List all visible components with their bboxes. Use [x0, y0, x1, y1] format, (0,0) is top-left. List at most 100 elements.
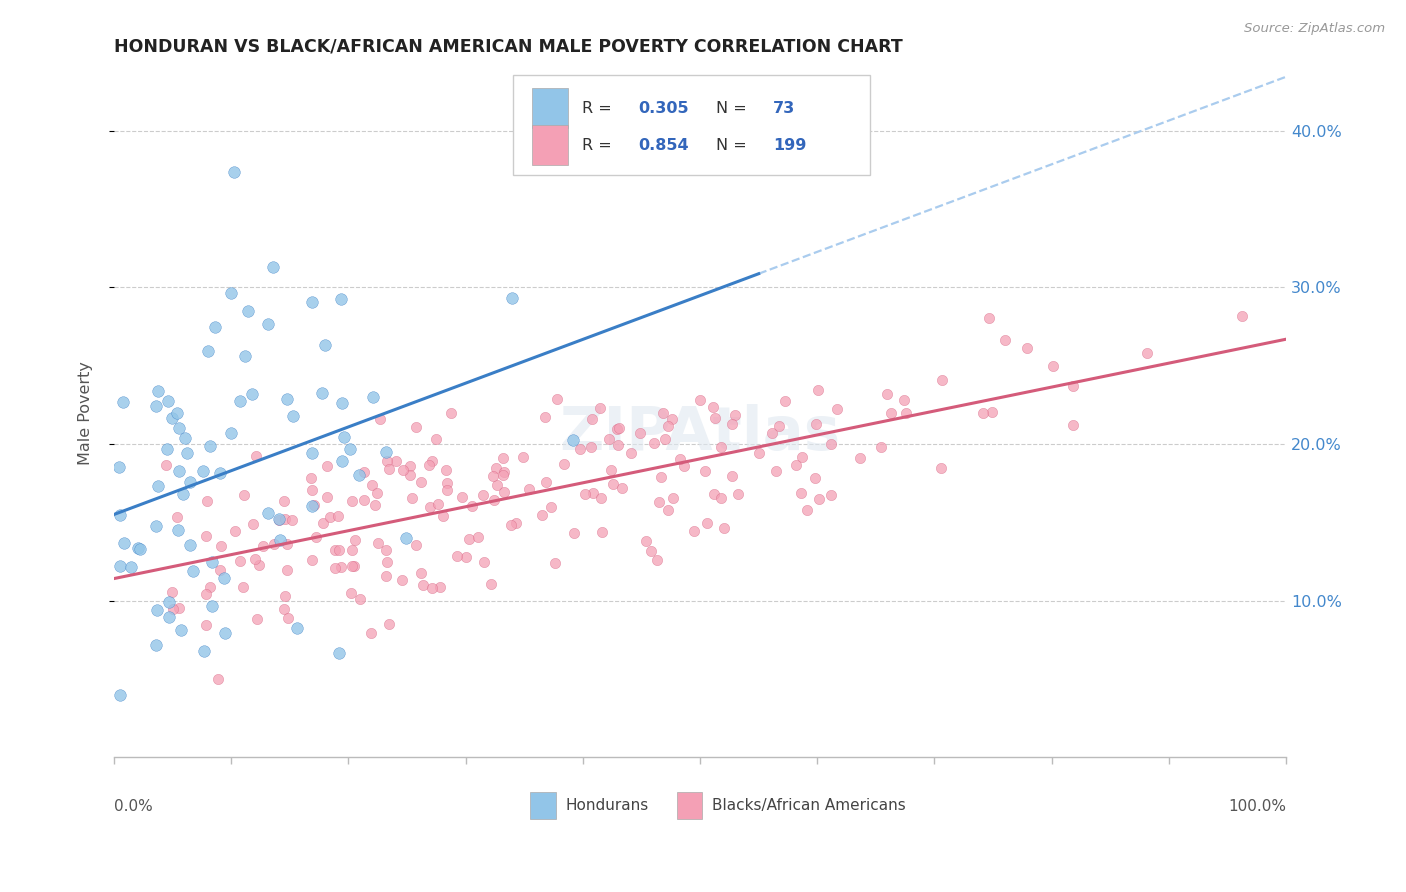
Point	[657, 503, 679, 517]
Point	[796, 503, 818, 517]
Point	[146, 384, 169, 398]
Point	[512, 450, 534, 465]
Point	[242, 517, 264, 532]
Point	[792, 450, 814, 464]
Point	[166, 510, 188, 524]
Point	[201, 599, 224, 614]
Point	[650, 470, 672, 484]
Point	[607, 421, 630, 435]
Point	[482, 469, 505, 483]
Point	[328, 646, 350, 660]
Point	[395, 531, 418, 545]
Point	[411, 475, 433, 489]
Point	[204, 319, 226, 334]
Point	[693, 464, 716, 478]
Point	[534, 409, 557, 424]
Point	[233, 488, 256, 502]
Point	[179, 538, 201, 552]
Point	[195, 529, 218, 543]
Text: 0.305: 0.305	[638, 101, 689, 116]
Point	[349, 592, 371, 607]
Point	[880, 406, 903, 420]
Point	[129, 541, 152, 556]
Point	[157, 394, 180, 409]
Point	[773, 393, 796, 408]
Point	[229, 554, 252, 568]
Point	[219, 286, 242, 301]
Point	[339, 586, 361, 600]
Point	[166, 406, 188, 420]
Point	[377, 617, 399, 632]
Point	[330, 560, 353, 574]
Point	[281, 409, 304, 423]
Point	[1230, 310, 1253, 324]
Point	[492, 467, 515, 482]
Point	[461, 500, 484, 514]
Point	[436, 483, 458, 497]
Point	[301, 471, 323, 485]
Point	[343, 559, 366, 574]
Point	[193, 644, 215, 658]
Point	[301, 446, 323, 460]
Point	[315, 490, 337, 504]
Point	[375, 542, 398, 557]
Point	[273, 512, 295, 526]
Point	[450, 490, 472, 504]
Point	[252, 540, 274, 554]
Point	[198, 439, 221, 453]
Point	[748, 446, 770, 460]
Point	[328, 543, 350, 558]
Point	[628, 425, 651, 440]
Point	[145, 638, 167, 652]
Point	[384, 454, 406, 468]
Point	[724, 408, 747, 422]
Point	[661, 412, 683, 426]
Point	[197, 344, 219, 359]
Point	[703, 487, 725, 501]
Text: Source: ZipAtlas.com: Source: ZipAtlas.com	[1244, 22, 1385, 36]
Point	[994, 333, 1017, 347]
Point	[353, 492, 375, 507]
Point	[405, 538, 427, 552]
Point	[591, 491, 613, 505]
Point	[208, 466, 231, 480]
Point	[492, 465, 515, 479]
Point	[720, 417, 742, 431]
Point	[702, 400, 724, 414]
Text: Blacks/African Americans: Blacks/African Americans	[711, 798, 905, 813]
Point	[269, 533, 291, 547]
Point	[231, 580, 253, 594]
Point	[377, 462, 399, 476]
Point	[342, 494, 364, 508]
Point	[494, 485, 516, 500]
Point	[207, 672, 229, 686]
Point	[553, 457, 575, 471]
Point	[198, 580, 221, 594]
Point	[409, 566, 432, 580]
Point	[598, 432, 620, 446]
Point	[761, 425, 783, 440]
Point	[420, 454, 443, 468]
Point	[807, 384, 830, 398]
Point	[301, 483, 323, 498]
Text: 199: 199	[773, 137, 806, 153]
Point	[377, 454, 399, 468]
Point	[485, 461, 508, 475]
Point	[434, 462, 457, 476]
Point	[429, 580, 451, 594]
Point	[446, 549, 468, 563]
Point	[1136, 345, 1159, 359]
Point	[561, 433, 583, 447]
Point	[176, 446, 198, 460]
Point	[790, 485, 813, 500]
Point	[238, 304, 260, 318]
Point	[472, 555, 495, 569]
Point	[174, 431, 197, 445]
Point	[209, 539, 232, 553]
Point	[107, 459, 129, 474]
Point	[391, 574, 413, 588]
Point	[804, 471, 827, 485]
Point	[257, 318, 280, 332]
Point	[110, 508, 132, 523]
Point	[825, 401, 848, 416]
